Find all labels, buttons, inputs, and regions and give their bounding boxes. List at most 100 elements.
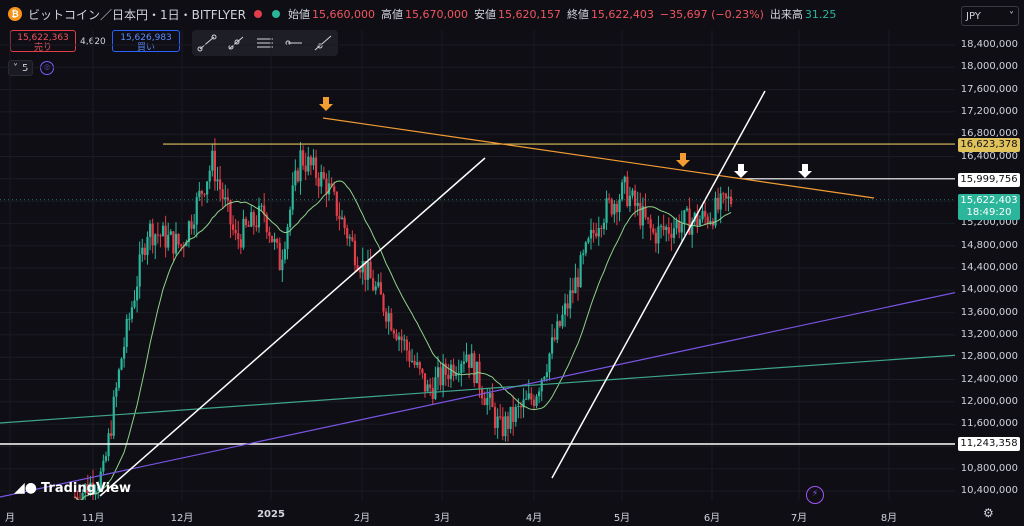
candle-body xyxy=(356,265,359,270)
buy-button[interactable]: 15,626,983 買い xyxy=(112,30,180,53)
candle-body xyxy=(270,235,274,243)
candle-body xyxy=(696,212,699,226)
candle-body xyxy=(130,307,134,319)
candle-body xyxy=(359,269,362,273)
gear-icon[interactable]: ⚙ xyxy=(983,506,994,520)
candle-body xyxy=(338,215,341,220)
candle-body xyxy=(102,460,105,472)
candle-body xyxy=(491,393,494,408)
last-price-tag: 15,622,403 xyxy=(958,194,1020,208)
candle-body xyxy=(452,364,455,377)
time-label: 6月 xyxy=(703,513,721,524)
candle-body xyxy=(543,376,546,380)
candle-body xyxy=(553,337,556,340)
candle-body xyxy=(556,321,559,340)
ascending-trend-line xyxy=(99,157,486,497)
candle-body xyxy=(252,212,255,226)
orange-down-arrow-icon xyxy=(319,104,333,111)
candle-body xyxy=(589,229,593,239)
candle-body xyxy=(133,300,136,308)
indicator-counter[interactable]: ˅ 5 xyxy=(8,60,34,76)
candle-body xyxy=(701,210,704,220)
symbol-title[interactable]: ビットコイン／日本円・1日・BITFLYER xyxy=(28,7,246,22)
candle-body xyxy=(569,290,572,309)
candle-body xyxy=(639,202,642,226)
candle-body xyxy=(670,233,673,238)
candle-body xyxy=(148,223,152,237)
chevron-down-icon: ˅ xyxy=(1009,11,1014,22)
price-axis-label: 14,000,000 xyxy=(960,284,1018,296)
candle-body xyxy=(706,216,709,224)
chevron-down-icon: ˅ xyxy=(13,62,18,74)
close-label: 終値 xyxy=(566,8,589,21)
candle-body xyxy=(592,229,595,234)
candle-body xyxy=(517,405,520,407)
legend-bar: ₿ ビットコイン／日本円・1日・BITFLYER 始値 15,660,000 高… xyxy=(0,0,955,28)
trend-line-tool-icon[interactable] xyxy=(197,34,217,52)
price-axis-label: 17,200,000 xyxy=(960,105,1018,117)
extended-line-tool-icon[interactable] xyxy=(313,34,333,52)
currency-label: JPY xyxy=(966,11,981,22)
candle-body xyxy=(704,210,707,217)
candle-body xyxy=(636,202,639,206)
ascending-trend-line xyxy=(551,90,766,479)
price-chart[interactable] xyxy=(0,0,955,500)
price-axis-label: 12,800,000 xyxy=(960,351,1018,363)
candle-body xyxy=(478,361,481,390)
price-axis-label: 17,600,000 xyxy=(960,83,1018,95)
candle-body xyxy=(535,396,538,407)
tradingview-watermark[interactable]: ◢● TradingView xyxy=(14,480,131,496)
countdown-tag: 18:49:20 xyxy=(958,206,1020,220)
candle-body xyxy=(291,185,294,210)
time-label: 月 xyxy=(5,513,15,524)
currency-selector[interactable]: JPY ˅ xyxy=(961,6,1019,26)
candle-body xyxy=(605,198,608,223)
candle-body xyxy=(413,360,416,366)
price-axis-label: 13,600,000 xyxy=(960,306,1018,318)
candle-body xyxy=(506,416,510,429)
candle-body xyxy=(229,200,232,225)
candle-body xyxy=(200,190,204,194)
candle-body xyxy=(613,203,616,215)
buy-label: 買い xyxy=(136,43,155,53)
candle-body xyxy=(335,191,338,216)
candle-body xyxy=(190,221,193,229)
candle-body xyxy=(322,172,325,179)
candle-body xyxy=(216,179,219,182)
candle-body xyxy=(180,244,183,247)
sell-label: 売り xyxy=(33,43,52,53)
candle-body xyxy=(353,240,357,266)
candle-body xyxy=(379,282,383,295)
parallel-channel-tool-icon[interactable] xyxy=(255,34,275,52)
resistance-price-tag: 16,623,378 xyxy=(958,138,1020,152)
candle-body xyxy=(628,195,632,207)
candle-body xyxy=(395,333,398,340)
bitcoin-logo-icon: ₿ xyxy=(8,7,22,21)
candle-body xyxy=(597,228,600,237)
lightning-icon[interactable]: ⚡ xyxy=(806,486,824,504)
candle-body xyxy=(76,496,79,500)
candle-body xyxy=(431,388,434,399)
candle-body xyxy=(397,336,401,340)
candle-body xyxy=(250,212,253,227)
time-label: 11月 xyxy=(81,513,105,524)
candle-body xyxy=(156,234,159,236)
candle-body xyxy=(206,181,209,195)
candle-body xyxy=(571,290,574,294)
candle-body xyxy=(659,225,663,227)
moving-average xyxy=(74,180,732,500)
candle-body xyxy=(164,225,167,248)
candle-body xyxy=(384,311,388,322)
candle-body xyxy=(159,235,162,237)
candle-body xyxy=(615,203,619,213)
candle-body xyxy=(255,225,258,228)
volume-label: 出来高 xyxy=(769,8,803,21)
change-value: −35,697 (−0.23%) xyxy=(659,7,764,21)
candle-body xyxy=(364,261,367,280)
candle-body xyxy=(608,198,611,200)
open-label: 始値 xyxy=(287,8,310,21)
candle-body xyxy=(538,391,541,397)
white-down-arrow-icon xyxy=(798,171,812,178)
candle-body xyxy=(154,234,157,246)
candle-body xyxy=(117,369,121,388)
